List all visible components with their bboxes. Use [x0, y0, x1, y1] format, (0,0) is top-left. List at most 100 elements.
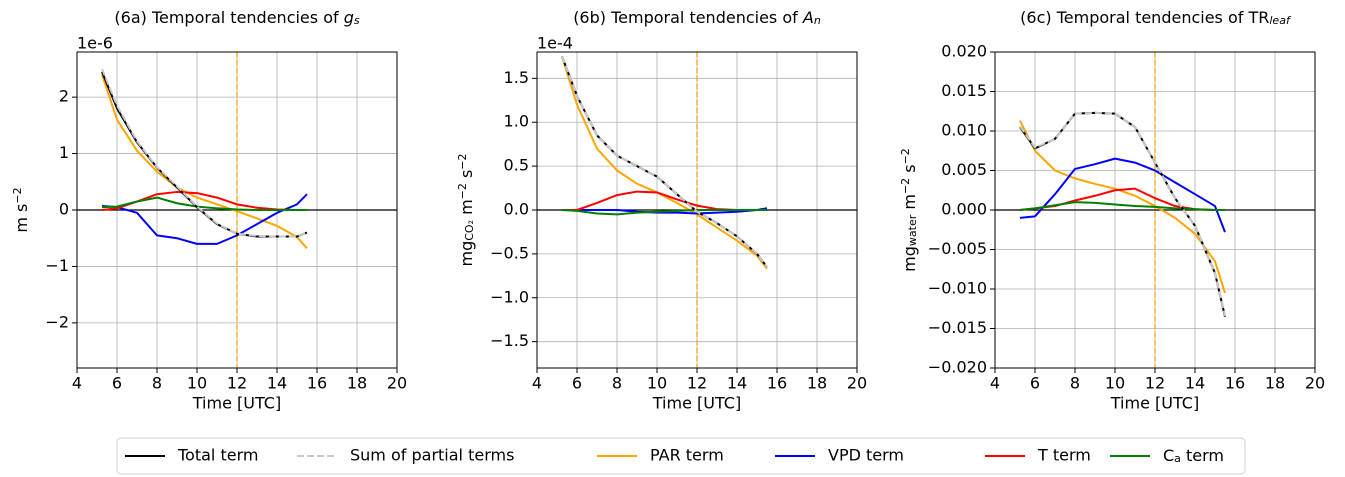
text-part: A	[802, 8, 814, 27]
y-tick-label: 2	[59, 87, 69, 106]
legend-label: PAR term	[650, 446, 724, 465]
text-part: −2	[11, 187, 24, 203]
series-line	[1019, 201, 1225, 211]
text-part: (6c) Temporal tendencies of TR	[1020, 8, 1269, 27]
text-part: (6b) Temporal tendencies of	[573, 8, 803, 27]
y-tick-label: −0.010	[928, 279, 987, 298]
x-tick-label: 8	[152, 374, 162, 393]
series-line	[1019, 111, 1226, 317]
text-part: CO₂	[463, 220, 476, 241]
legend-label: VPD term	[828, 446, 904, 465]
text-part: term	[1181, 446, 1224, 465]
text-part: a	[1174, 452, 1181, 465]
y-axis-label: mgCO₂ m−2 s−2	[456, 153, 476, 266]
y-axis-label: mgwater m−2 s−2	[899, 148, 919, 272]
text-part: mg	[457, 241, 476, 267]
x-tick-label: 20	[847, 374, 867, 393]
x-tick-label: 4	[990, 374, 1000, 393]
x-tick-label: 10	[187, 374, 207, 393]
series-line	[101, 196, 307, 211]
axes-frame	[76, 51, 398, 369]
y-tick-label: −0.020	[928, 358, 987, 377]
series-line	[561, 209, 767, 216]
y-tick-label: 0.005	[941, 160, 987, 179]
x-tick-label: 12	[227, 374, 247, 393]
subplot-title: (6a) Temporal tendencies of gs	[114, 8, 359, 27]
text-part: −2	[456, 153, 469, 169]
text-part: g	[344, 8, 354, 27]
text-part: water	[906, 214, 919, 246]
text-part: m	[900, 194, 919, 215]
y-tick-label: 0.015	[941, 81, 987, 100]
x-tick-label: 8	[1070, 374, 1080, 393]
y-tick-label: −0.5	[490, 243, 529, 262]
y-tick-label: 1.5	[504, 68, 529, 87]
x-axis-label: Time [UTC]	[652, 394, 741, 413]
x-tick-label: 6	[1030, 374, 1040, 393]
text-part: leaf	[1269, 14, 1292, 27]
text-part: s	[354, 14, 360, 27]
x-tick-label: 18	[807, 374, 827, 393]
y-tick-label: 1	[59, 143, 69, 162]
y-tick-label: 0.020	[941, 42, 987, 61]
subplot-title: (6c) Temporal tendencies of TRleaf	[1020, 8, 1292, 27]
x-tick-label: 6	[572, 374, 582, 393]
series-line	[101, 193, 308, 245]
legend-label: Total term	[177, 446, 258, 465]
text-part: −2	[456, 183, 469, 199]
text-part: C	[1163, 446, 1174, 465]
y-tick-label: 0.010	[941, 121, 987, 140]
y-tick-label: 0.5	[504, 156, 529, 175]
x-tick-label: 10	[1105, 374, 1125, 393]
x-tick-label: 16	[1225, 374, 1245, 393]
legend-label: T term	[1037, 446, 1091, 465]
text-part: s	[900, 164, 919, 177]
y-tick-label: −2	[45, 312, 69, 331]
series-line	[1019, 120, 1226, 294]
legend-label: Ca term	[1163, 446, 1224, 465]
legend-label: Sum of partial terms	[350, 446, 514, 465]
legend-box	[116, 437, 1246, 475]
y-tick-label: 0.0	[504, 200, 529, 219]
y-tick-label: −1.5	[490, 331, 529, 350]
y-tick-label: −0.015	[928, 318, 987, 337]
x-tick-label: 14	[267, 374, 287, 393]
x-tick-label: 18	[347, 374, 367, 393]
x-tick-label: 20	[1305, 374, 1325, 393]
series-line	[561, 56, 768, 268]
offset-label: 1e-6	[77, 34, 113, 53]
x-tick-label: 4	[532, 374, 542, 393]
text-part: mg	[900, 246, 919, 272]
series-line	[562, 207, 768, 215]
y-tick-label: 0.000	[941, 200, 987, 219]
text-part: −2	[899, 178, 912, 194]
y-tick-label: 0	[59, 200, 69, 219]
axes-frame	[536, 51, 858, 369]
series-line	[561, 56, 768, 270]
series-line	[101, 68, 308, 238]
x-tick-label: 16	[767, 374, 787, 393]
y-tick-label: −1	[45, 256, 69, 275]
y-tick-label: −1.0	[490, 287, 529, 306]
text-part: s	[457, 170, 476, 183]
x-tick-label: 18	[1265, 374, 1285, 393]
x-tick-label: 12	[1145, 374, 1165, 393]
x-tick-label: 14	[727, 374, 747, 393]
text-part: m s	[12, 204, 31, 233]
x-tick-label: 16	[307, 374, 327, 393]
x-axis-label: Time [UTC]	[1110, 394, 1199, 413]
text-part: n	[814, 14, 821, 27]
y-tick-label: 1.0	[504, 112, 529, 131]
series-line	[1019, 157, 1226, 233]
series-line	[101, 74, 308, 250]
offset-label: 1e-4	[537, 34, 573, 53]
axes-frame	[994, 51, 1316, 369]
x-tick-label: 10	[647, 374, 667, 393]
x-tick-label: 6	[112, 374, 122, 393]
x-tick-label: 20	[387, 374, 407, 393]
x-tick-label: 8	[612, 374, 622, 393]
x-tick-label: 4	[72, 374, 82, 393]
x-tick-label: 14	[1185, 374, 1205, 393]
text-part: m	[457, 199, 476, 220]
